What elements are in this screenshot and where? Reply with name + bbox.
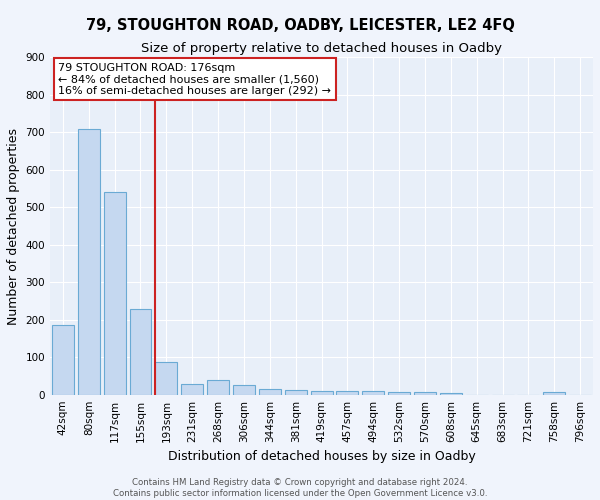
Bar [104,192,125,394]
Bar [388,392,410,394]
Bar [155,362,178,394]
Bar [130,310,151,394]
Text: 79 STOUGHTON ROAD: 176sqm
← 84% of detached houses are smaller (1,560)
16% of se: 79 STOUGHTON ROAD: 176sqm ← 84% of detac… [58,62,331,96]
Text: Contains HM Land Registry data © Crown copyright and database right 2024.
Contai: Contains HM Land Registry data © Crown c… [113,478,487,498]
Bar [414,392,436,394]
Bar [440,393,462,394]
X-axis label: Distribution of detached houses by size in Oadby: Distribution of detached houses by size … [167,450,475,463]
Text: 79, STOUGHTON ROAD, OADBY, LEICESTER, LE2 4FQ: 79, STOUGHTON ROAD, OADBY, LEICESTER, LE… [86,18,514,32]
Bar [311,391,332,394]
Y-axis label: Number of detached properties: Number of detached properties [7,128,20,324]
Bar [284,390,307,394]
Bar [181,384,203,394]
Bar [259,389,281,394]
Bar [207,380,229,394]
Bar [52,326,74,394]
Bar [337,391,358,394]
Bar [78,128,100,394]
Bar [362,391,384,394]
Title: Size of property relative to detached houses in Oadby: Size of property relative to detached ho… [141,42,502,55]
Bar [543,392,565,394]
Bar [233,386,255,394]
